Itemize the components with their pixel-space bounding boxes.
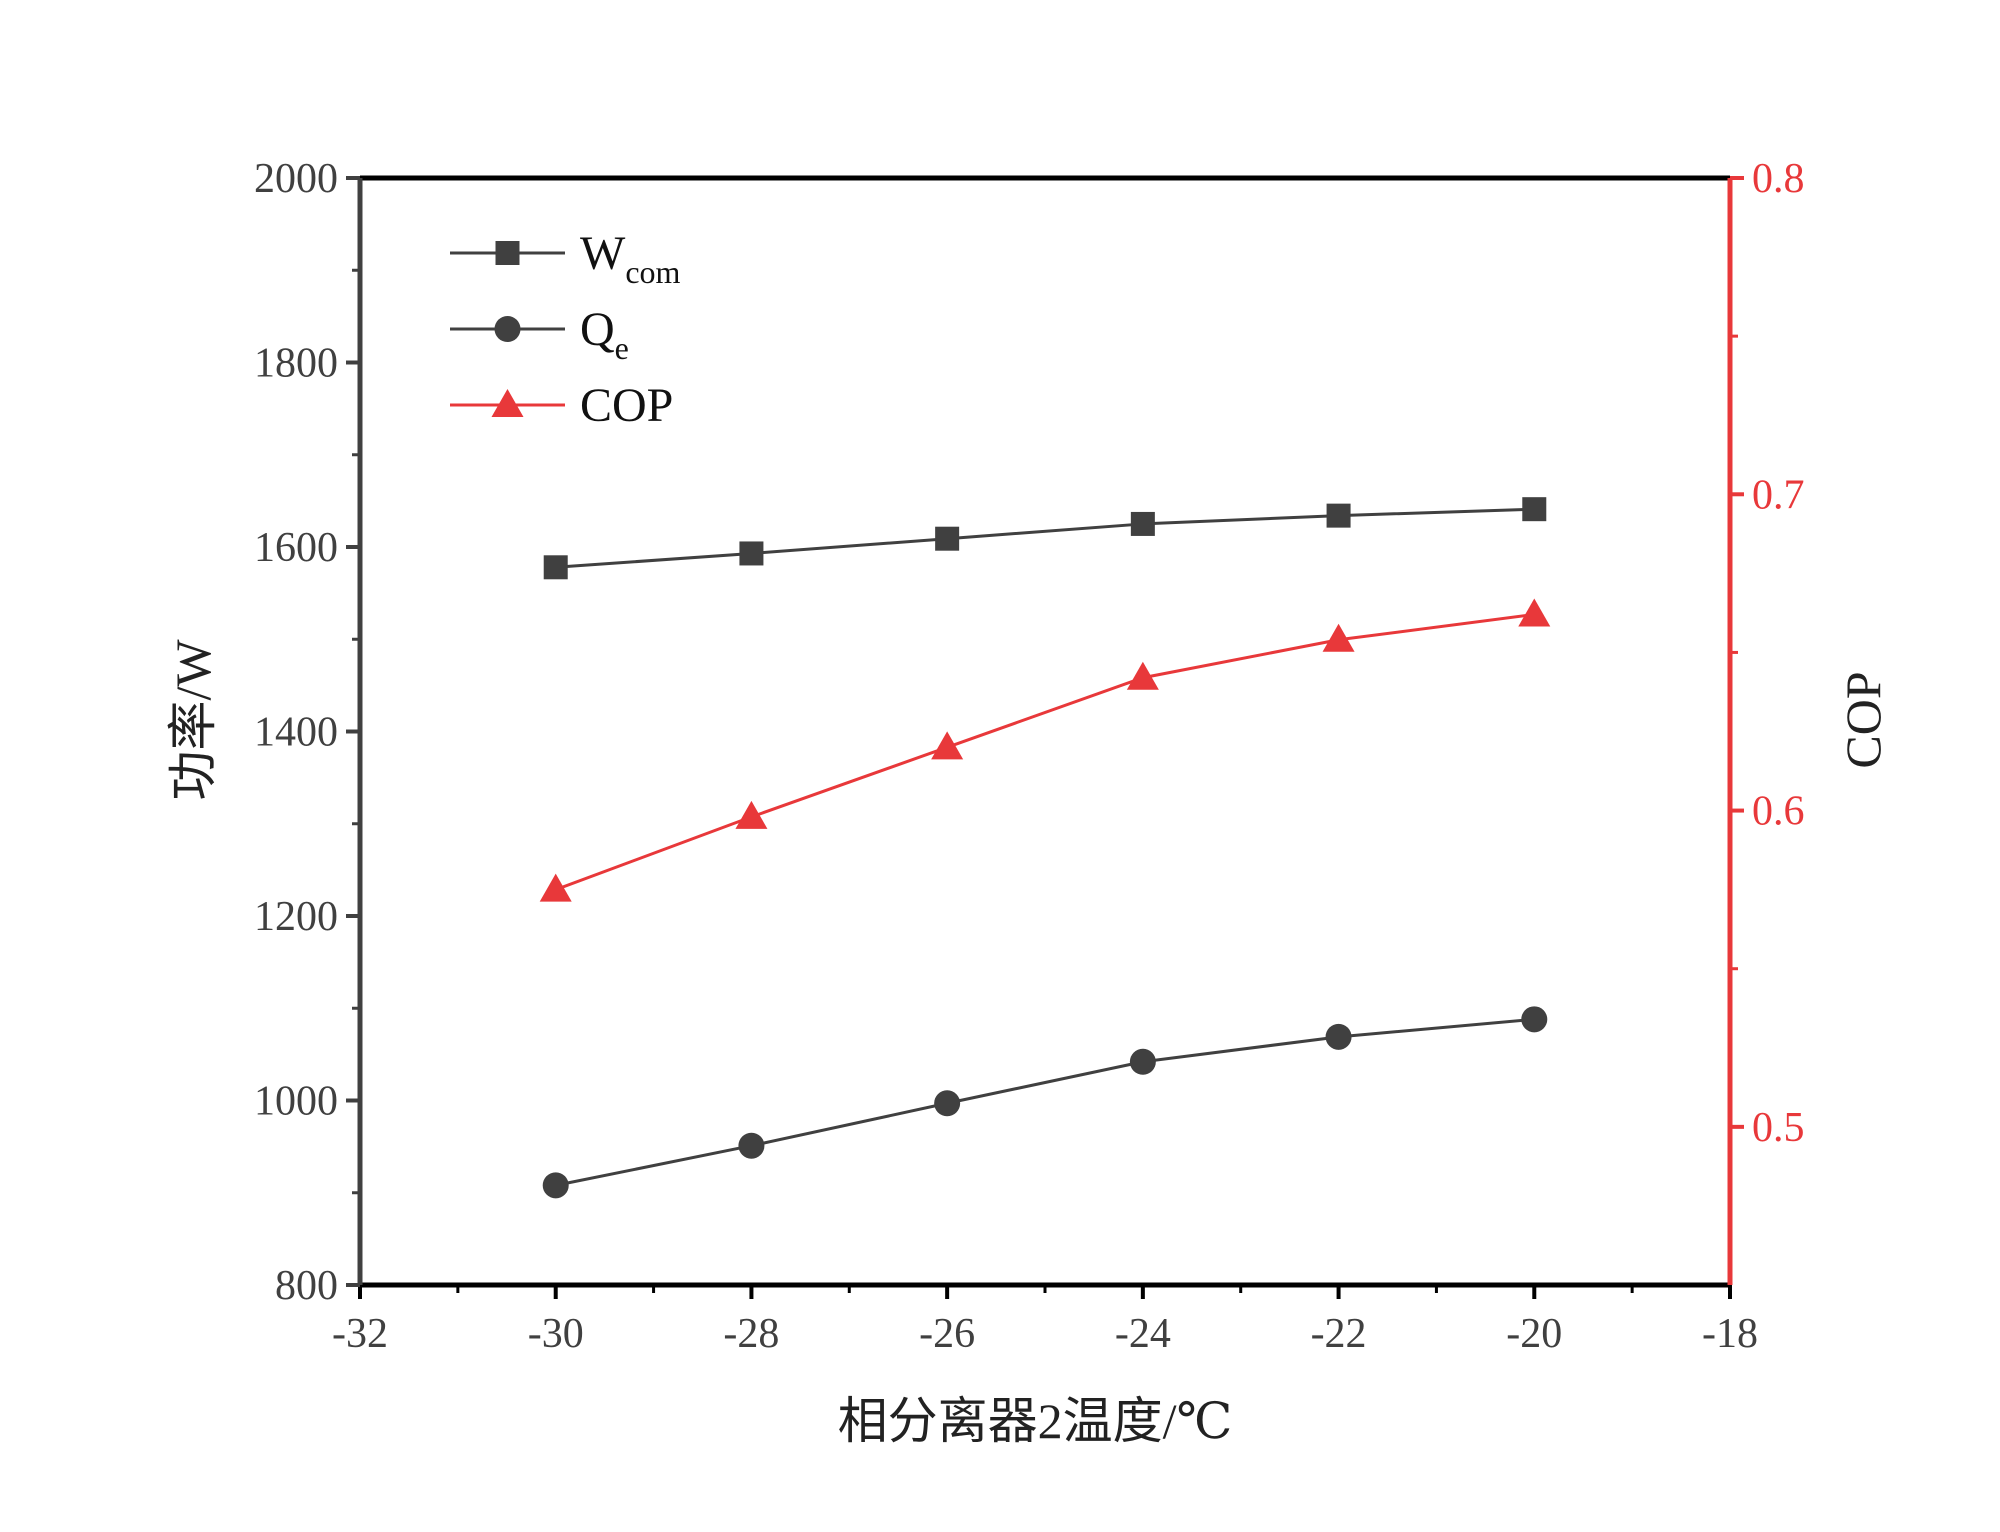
data-point-qe (1521, 1006, 1548, 1033)
data-point-cop (539, 873, 572, 902)
left-tick-label: 1200 (254, 894, 338, 940)
data-point-qe (934, 1090, 961, 1117)
right-axis-title: COP (1835, 671, 1891, 768)
right-tick-label: 0.7 (1752, 472, 1805, 518)
x-axis-ticks: -32 -30 -28 -26 -24 -22 -20 -18 (332, 1285, 1758, 1357)
left-tick-label: 2000 (254, 156, 338, 202)
series-line-wcom (555, 507, 1535, 569)
legend-marker-qe (494, 316, 521, 342)
legend: Wcom Qe COP (450, 227, 681, 432)
left-tick-label: 1600 (254, 525, 338, 571)
left-axis-title: 功率/W (165, 639, 221, 801)
right-axis-ticks: 0.5 0.6 0.7 0.8 (1730, 156, 1805, 1151)
data-point-cop (1322, 623, 1355, 652)
legend-marker-wcom (495, 241, 520, 265)
left-tick-label: 1400 (254, 710, 338, 756)
x-tick-label: -28 (723, 1311, 779, 1357)
data-point-wcom (543, 555, 568, 580)
left-tick-label: 1800 (254, 341, 338, 387)
data-point-wcom (1130, 511, 1155, 536)
data-point-qe (1129, 1048, 1156, 1075)
right-tick-label: 0.8 (1752, 156, 1805, 202)
data-point-cop (931, 731, 964, 760)
x-tick-label: -26 (919, 1311, 975, 1357)
legend-label-cop: COP (580, 379, 673, 432)
left-tick-label: 800 (275, 1263, 338, 1309)
legend-label-wcom: Wcom (580, 227, 681, 290)
plot-frame (357, 175, 1733, 1288)
data-point-qe (738, 1132, 765, 1159)
x-tick-label: -32 (332, 1311, 388, 1357)
data-point-wcom (935, 526, 960, 551)
x-tick-label: -24 (1115, 1311, 1171, 1357)
x-tick-label: -22 (1311, 1311, 1367, 1357)
legend-label-qe: Qe (580, 303, 629, 366)
x-tick-label: -20 (1506, 1311, 1562, 1357)
data-point-cop (1518, 598, 1551, 627)
data-point-qe (1325, 1023, 1352, 1050)
series-line-cop (555, 612, 1535, 892)
data-point-wcom (1326, 503, 1351, 528)
x-tick-label: -18 (1702, 1311, 1758, 1357)
data-point-wcom (1522, 497, 1547, 522)
left-tick-label: 1000 (254, 1079, 338, 1125)
legend-marker-cop (491, 389, 524, 417)
x-axis-title: 相分离器2温度/℃ (838, 1393, 1233, 1449)
series-layer (539, 497, 1551, 1199)
series-line-qe (555, 1017, 1535, 1187)
x-tick-label: -30 (528, 1311, 584, 1357)
data-point-wcom (739, 541, 764, 566)
data-point-cop (735, 800, 768, 829)
data-point-cop (1126, 661, 1159, 690)
right-tick-label: 0.5 (1752, 1105, 1805, 1151)
data-point-qe (542, 1172, 569, 1199)
left-axis-ticks: 800 1000 1200 1400 1600 1800 2000 (254, 156, 360, 1309)
right-tick-label: 0.6 (1752, 789, 1805, 835)
